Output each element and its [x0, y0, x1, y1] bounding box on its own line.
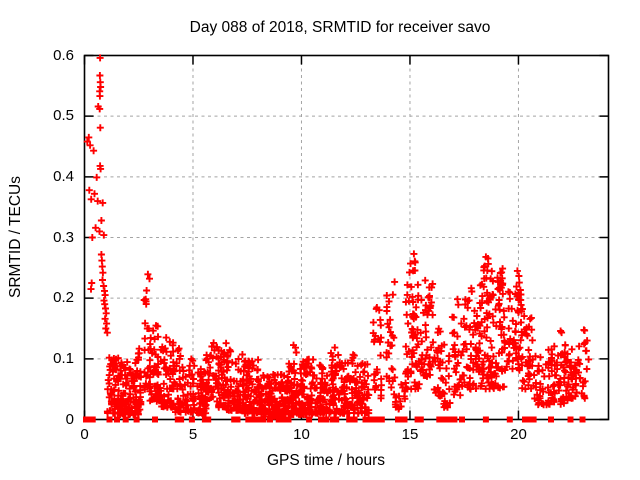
y-tick-label: 0.2: [53, 289, 74, 307]
y-tick-label: 0.1: [53, 349, 74, 367]
y-tick-label: 0.6: [53, 46, 74, 64]
x-tick-label: 10: [293, 426, 310, 443]
x-tick-label: 0: [80, 426, 89, 443]
y-axis-label: SRMTID / TECUs: [7, 176, 24, 298]
zero-value-square-markers: [83, 416, 586, 423]
chart-title: Day 088 of 2018, SRMTID for receiver sav…: [189, 19, 491, 36]
x-axis-label: GPS time / hours: [266, 452, 386, 469]
y-tick-label: 0.3: [53, 228, 74, 246]
y-tick-label: 0: [65, 410, 74, 428]
x-tick-label: 20: [510, 426, 527, 443]
y-tick-label: 0.4: [53, 167, 74, 185]
data-points-plus-markers: [83, 54, 593, 420]
x-tick-label: 15: [401, 426, 419, 443]
x-tick-label: 5: [188, 426, 198, 443]
y-tick-label: 0.5: [53, 107, 74, 125]
